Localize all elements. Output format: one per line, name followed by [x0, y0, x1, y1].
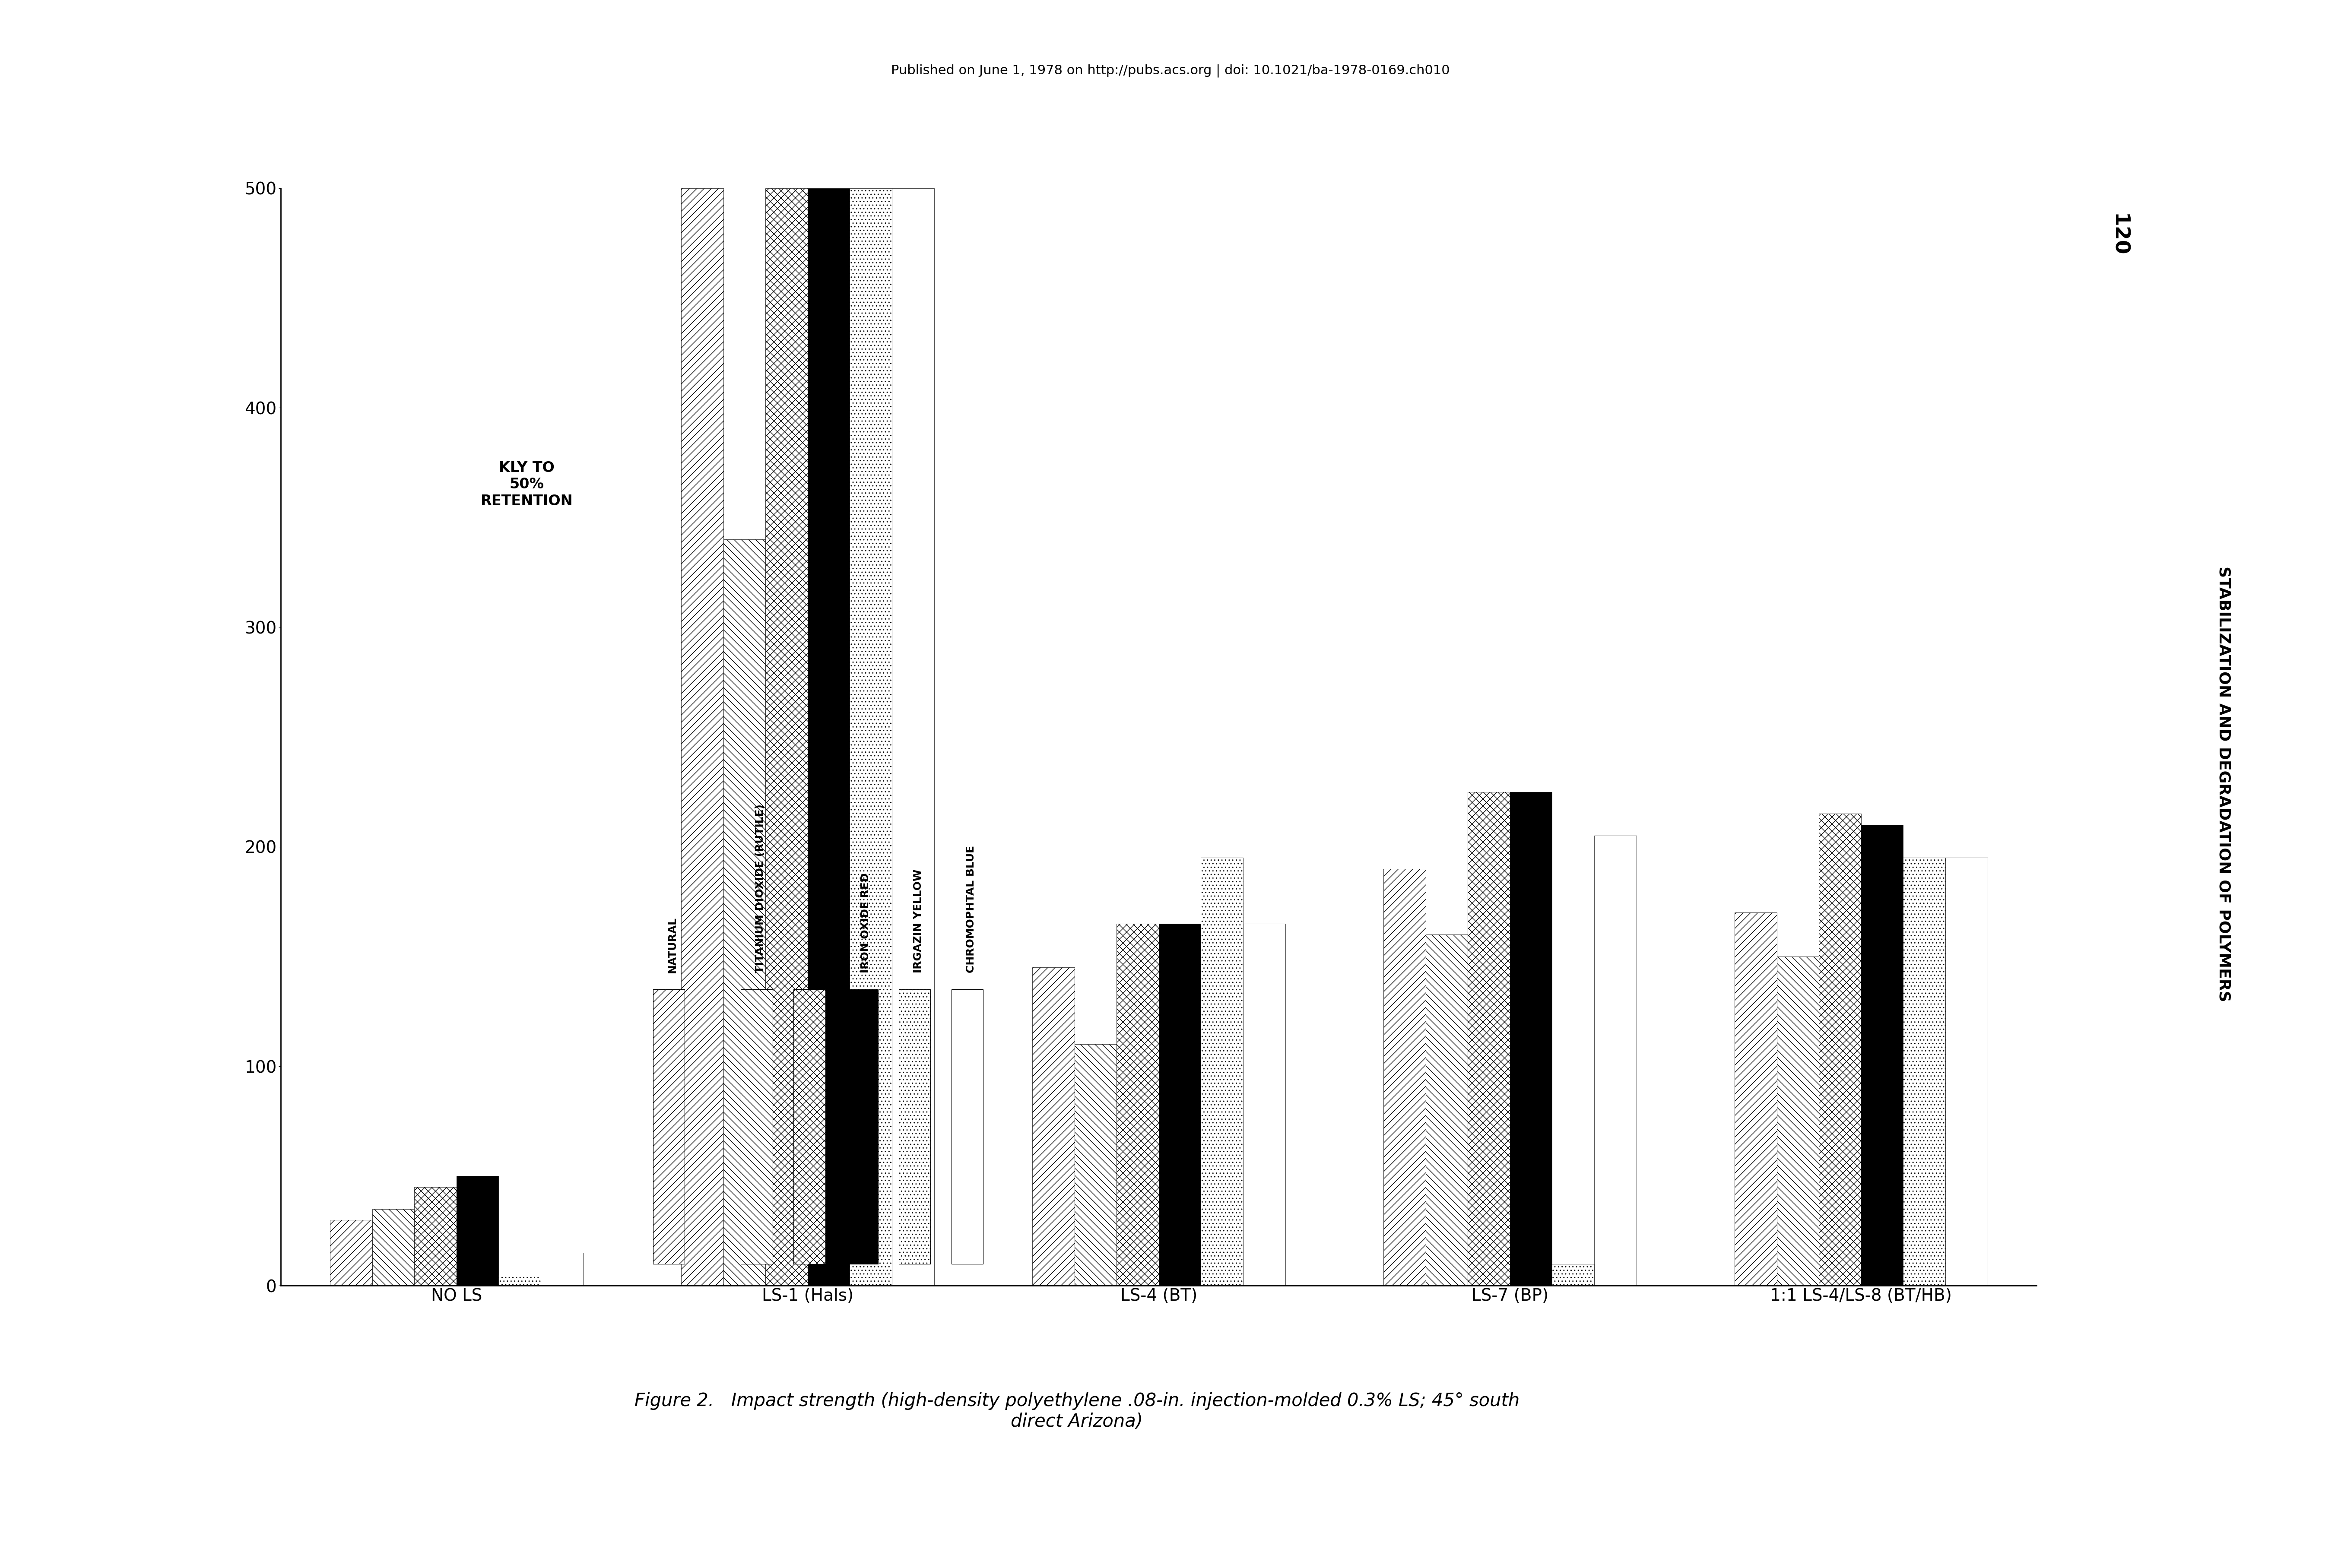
Bar — [414, 1187, 456, 1286]
Bar — [456, 1176, 499, 1286]
Text: Published on June 1, 1978 on http://pubs.acs.org | doi: 10.1021/ba-1978-0169.ch0: Published on June 1, 1978 on http://pubs… — [892, 64, 1449, 77]
Bar — [499, 1275, 541, 1286]
Bar — [681, 188, 723, 1286]
Bar — [1159, 924, 1201, 1286]
Bar — [1075, 1044, 1117, 1286]
Text: STABILIZATION AND DEGRADATION OF POLYMERS: STABILIZATION AND DEGRADATION OF POLYMER… — [2217, 566, 2231, 1002]
FancyBboxPatch shape — [653, 989, 684, 1264]
Bar — [1819, 814, 1861, 1286]
Bar — [372, 1209, 414, 1286]
Text: ULTRAMARINE BLUE: ULTRAMARINE BLUE — [808, 853, 817, 972]
Bar — [1510, 792, 1552, 1286]
Bar — [1201, 858, 1243, 1286]
FancyBboxPatch shape — [950, 989, 983, 1264]
Bar — [723, 539, 766, 1286]
Bar — [1552, 1264, 1594, 1286]
Text: CHROMOPHTAL BLUE: CHROMOPHTAL BLUE — [967, 845, 976, 972]
Bar — [1384, 869, 1426, 1286]
Bar — [808, 188, 850, 1286]
FancyBboxPatch shape — [794, 989, 824, 1264]
Bar — [1594, 836, 1636, 1286]
Text: 120: 120 — [2109, 213, 2128, 257]
Bar — [1777, 956, 1819, 1286]
FancyBboxPatch shape — [899, 989, 929, 1264]
Text: IRON OXIDE RED: IRON OXIDE RED — [861, 873, 871, 972]
Bar — [1861, 825, 1903, 1286]
FancyBboxPatch shape — [740, 989, 773, 1264]
Bar — [766, 188, 808, 1286]
Bar — [1735, 913, 1777, 1286]
Bar — [1945, 858, 1988, 1286]
Text: TITANIUM DIOXIDE (RUTILE): TITANIUM DIOXIDE (RUTILE) — [756, 804, 766, 972]
Text: Figure 2.   Impact strength (high-density polyethylene .08-in. injection-molded : Figure 2. Impact strength (high-density … — [634, 1392, 1519, 1430]
Bar — [1468, 792, 1510, 1286]
Bar — [330, 1220, 372, 1286]
Text: IRGAZIN YELLOW: IRGAZIN YELLOW — [913, 869, 922, 972]
Text: KLY TO
50%
RETENTION: KLY TO 50% RETENTION — [480, 461, 574, 508]
Bar — [1032, 967, 1075, 1286]
Bar — [1903, 858, 1945, 1286]
Bar — [892, 188, 934, 1286]
Bar — [850, 188, 892, 1286]
Bar — [541, 1253, 583, 1286]
Bar — [1243, 924, 1285, 1286]
Text: NATURAL: NATURAL — [667, 917, 677, 972]
FancyBboxPatch shape — [847, 989, 878, 1264]
Bar — [1426, 935, 1468, 1286]
Bar — [1117, 924, 1159, 1286]
